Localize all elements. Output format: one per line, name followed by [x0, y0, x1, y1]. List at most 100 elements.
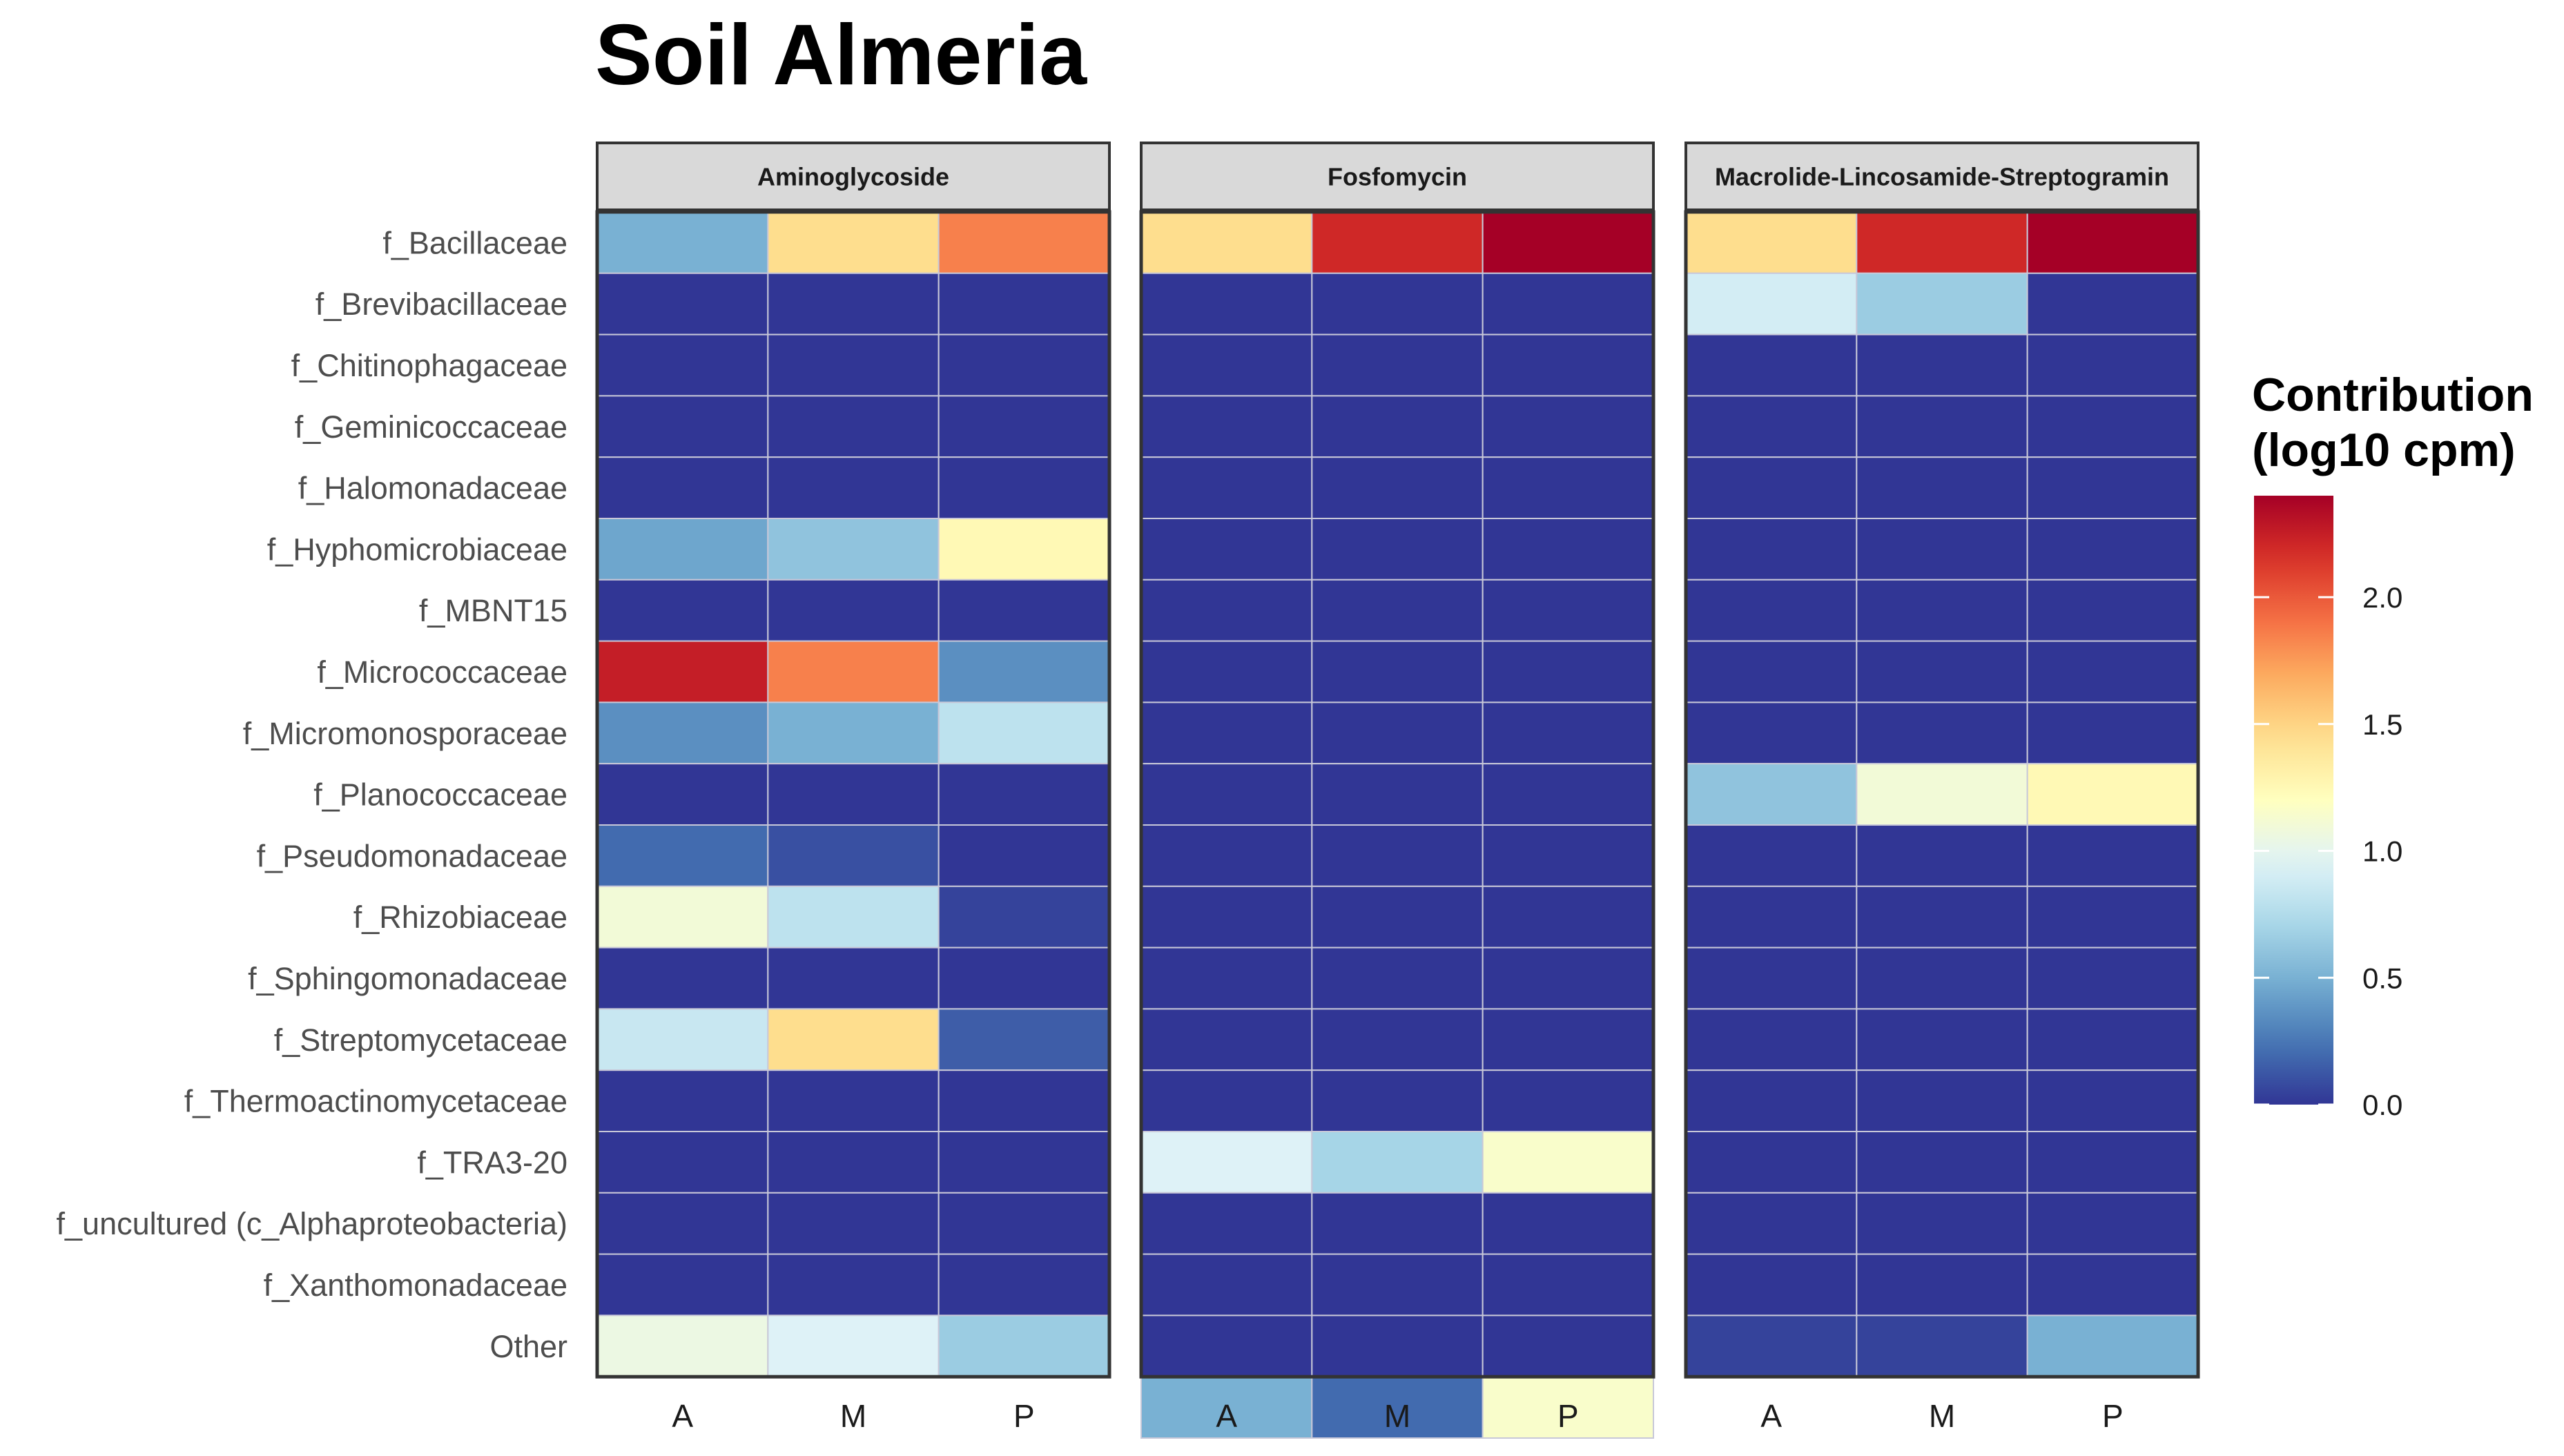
- heatmap-cell: [1856, 395, 2028, 458]
- heatmap-cell: [2026, 518, 2199, 581]
- heatmap-cell: [1685, 1314, 1858, 1378]
- heatmap-cell: [1482, 333, 1655, 397]
- facet-strip-label: Aminoglycoside: [757, 163, 949, 191]
- facet-panel: Macrolide-Lincosamide-Streptogramin A M P: [1684, 142, 2200, 1434]
- heatmap-cell: [1482, 1069, 1655, 1132]
- legend-title-line1: Contribution: [2252, 369, 2534, 421]
- heatmap-cell: [1311, 947, 1484, 1010]
- heatmap-cell: [1856, 763, 2028, 826]
- heatmap-cell: [1140, 272, 1313, 336]
- y-tick-label: f_Chitinophagaceae: [291, 348, 567, 383]
- heatmap-cell: [1685, 1253, 1858, 1317]
- heatmap-cell: [1311, 701, 1484, 765]
- heatmap-cell: [767, 763, 940, 826]
- heatmap-cell: [1685, 518, 1858, 581]
- facet-strip: [596, 142, 1111, 211]
- heatmap-cell: [938, 1253, 1110, 1317]
- heatmap-cell: [1856, 579, 2028, 642]
- heatmap-cell: [1482, 1008, 1655, 1071]
- heatmap-cell: [1856, 885, 2028, 949]
- heatmap-cell: [1482, 1131, 1655, 1194]
- heatmap-cell: [596, 701, 769, 765]
- heatmap-cell: [596, 885, 769, 949]
- heatmap-cell: [1685, 701, 1858, 765]
- heatmap-cell: [1856, 1008, 2028, 1071]
- heatmap-cell: [938, 701, 1110, 765]
- heatmap-cell: [1856, 1069, 2028, 1132]
- heatmap-cell: [1482, 211, 1655, 274]
- heatmap-cell: [2026, 456, 2199, 520]
- y-tick-label: f_MBNT15: [419, 593, 567, 628]
- legend-tick-label: 0.5: [2362, 962, 2402, 994]
- y-tick-label: f_Halomonadaceae: [298, 471, 567, 506]
- heatmap-cell: [2026, 885, 2199, 949]
- legend-colorbar: [2254, 496, 2333, 1105]
- heatmap-cell: [596, 763, 769, 826]
- heatmap-cell: [938, 395, 1110, 458]
- x-tick-label: M: [840, 1398, 866, 1434]
- heatmap-cell: [1685, 333, 1858, 397]
- heatmap-cell: [1856, 518, 2028, 581]
- heatmap-cell: [596, 1314, 769, 1378]
- heatmap-cell: [1311, 518, 1484, 581]
- heatmap-cell: [596, 1069, 769, 1132]
- heatmap-cell: [938, 456, 1110, 520]
- heatmap-cell: [1856, 456, 2028, 520]
- heatmap-cell: [767, 824, 940, 887]
- heatmap-cell: [2026, 1192, 2199, 1255]
- heatmap-cell: [1311, 1131, 1484, 1194]
- facet-panel: Fosfomycin A M P: [1139, 142, 1655, 1439]
- heatmap-cell: [1856, 211, 2028, 274]
- legend-tick-label: 1.5: [2362, 708, 2402, 741]
- heatmap-cell: [938, 824, 1110, 887]
- heatmap-cell: [1685, 272, 1858, 336]
- panel-border: [1684, 210, 2200, 1379]
- legend-tick-label: 1.0: [2362, 835, 2402, 868]
- y-tick-label: f_Xanthomonadaceae: [264, 1268, 567, 1303]
- heatmap-cell: [1856, 333, 2028, 397]
- facet-strip-label: Macrolide-Lincosamide-Streptogramin: [1715, 163, 2169, 191]
- heatmap-cell: [596, 947, 769, 1010]
- heatmap-cell: [938, 1069, 1110, 1132]
- heatmap-cell: [1482, 640, 1655, 703]
- heatmap-cell: [1311, 885, 1484, 949]
- heatmap-cell: [2026, 211, 2199, 274]
- y-tick-label: f_Bacillaceae: [382, 225, 567, 260]
- heatmap-cell: [1140, 579, 1313, 642]
- heatmap-cell: [1311, 395, 1484, 458]
- heatmap-cell: [1482, 1376, 1655, 1439]
- heatmap-cell: [938, 1008, 1110, 1071]
- heatmap-cell: [1482, 579, 1655, 642]
- heatmap-cell: [1140, 947, 1313, 1010]
- heatmap-cell: [767, 1131, 940, 1194]
- x-tick-label: P: [2102, 1398, 2124, 1434]
- heatmap-cell: [1685, 947, 1858, 1010]
- x-tick-label: M: [1384, 1398, 1410, 1434]
- heatmap-cell: [1140, 395, 1313, 458]
- heatmap-cell: [1685, 1192, 1858, 1255]
- heatmap-cell: [1685, 1008, 1858, 1071]
- x-tick-label: A: [1760, 1398, 1782, 1434]
- y-tick-label: f_Pseudomonadaceae: [257, 838, 567, 873]
- heatmap-cell: [1482, 701, 1655, 765]
- heatmap-cell: [1311, 824, 1484, 887]
- heatmap-cell: [596, 518, 769, 581]
- heatmap-cell: [1140, 640, 1313, 703]
- heatmap-cell: [1311, 333, 1484, 397]
- heatmap-cell: [767, 885, 940, 949]
- heatmap-cell: [767, 701, 940, 765]
- heatmap-cell: [2026, 1314, 2199, 1378]
- y-tick-label: f_Planococcaceae: [313, 777, 567, 813]
- heatmap-cell: [1685, 763, 1858, 826]
- y-tick-label: Other: [489, 1329, 567, 1364]
- heatmap-cell: [1482, 1192, 1655, 1255]
- heatmap-cell: [1311, 1069, 1484, 1132]
- heatmap-cell: [938, 1192, 1110, 1255]
- y-tick-label: f_Micromonosporaceae: [243, 716, 567, 751]
- heatmap-cell: [1311, 579, 1484, 642]
- facet-panel: Aminoglycoside A M P: [595, 142, 1111, 1434]
- facet-strip-label: Fosfomycin: [1328, 163, 1467, 191]
- legend-title-line2: (log10 cpm): [2252, 424, 2516, 476]
- heatmap-cell: [767, 1192, 940, 1255]
- heatmap-cell: [2026, 824, 2199, 887]
